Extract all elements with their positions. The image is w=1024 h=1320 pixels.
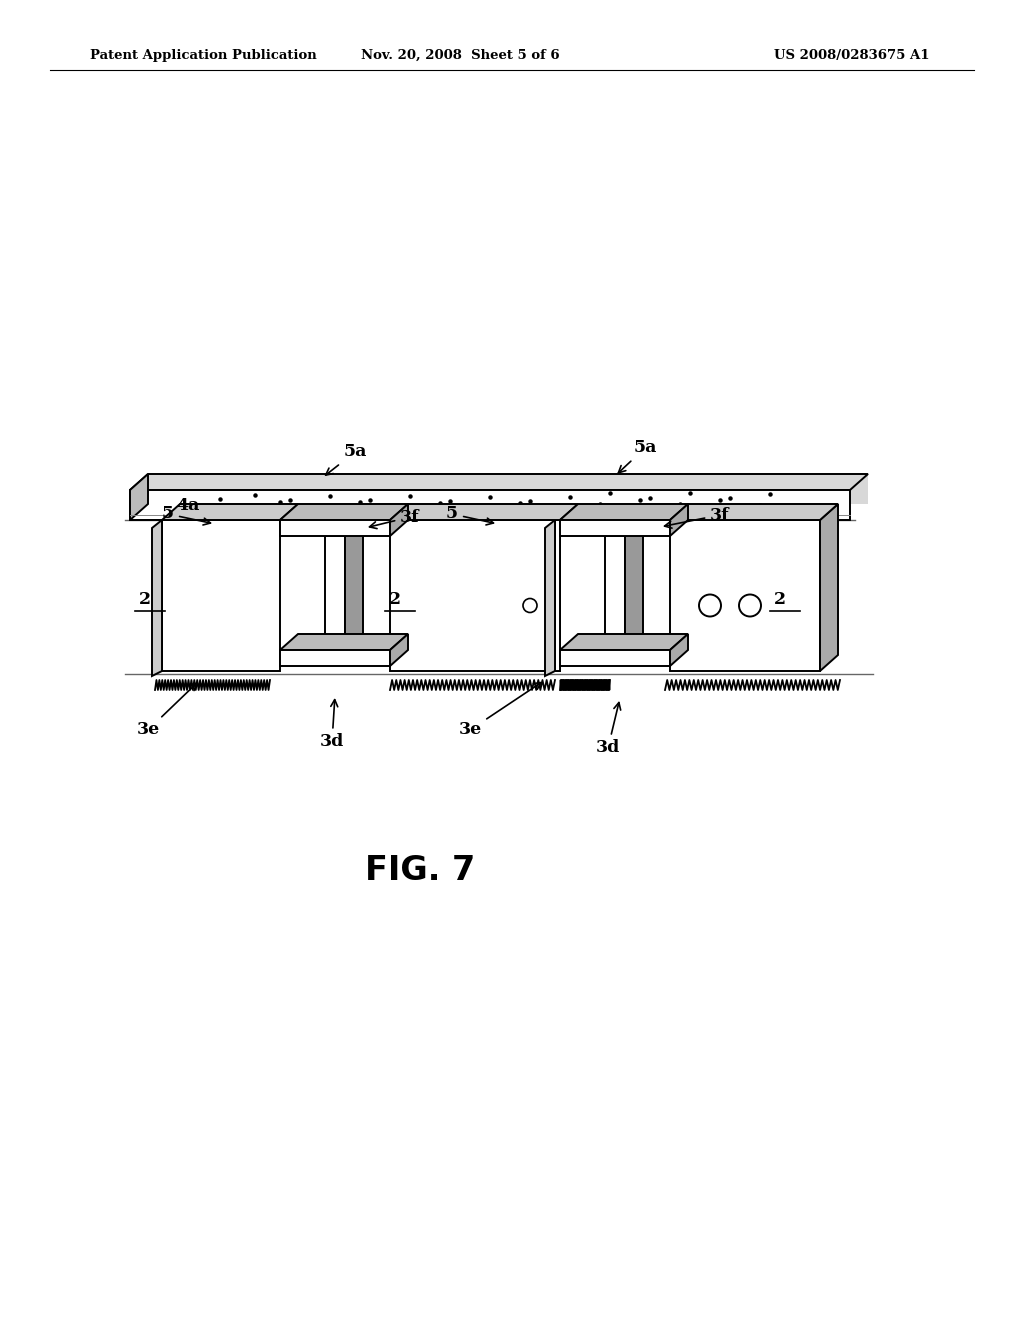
Text: FIG. 7: FIG. 7: [365, 854, 475, 887]
Polygon shape: [345, 520, 362, 649]
Polygon shape: [560, 649, 670, 667]
Polygon shape: [162, 520, 280, 671]
Polygon shape: [280, 520, 390, 536]
Text: 3d: 3d: [596, 702, 621, 756]
Circle shape: [523, 598, 537, 612]
Polygon shape: [130, 474, 868, 490]
Polygon shape: [280, 504, 408, 520]
Text: US 2008/0283675 A1: US 2008/0283675 A1: [774, 49, 930, 62]
Text: Nov. 20, 2008  Sheet 5 of 6: Nov. 20, 2008 Sheet 5 of 6: [360, 49, 559, 62]
Text: 5a: 5a: [618, 440, 656, 473]
Polygon shape: [390, 504, 578, 520]
Text: 3e: 3e: [136, 684, 197, 738]
Polygon shape: [390, 520, 560, 671]
Polygon shape: [280, 634, 408, 649]
Polygon shape: [605, 536, 625, 649]
Text: 2: 2: [139, 591, 151, 609]
Polygon shape: [545, 520, 555, 676]
Polygon shape: [560, 634, 688, 649]
Text: 3d: 3d: [319, 700, 344, 751]
Text: 5a: 5a: [326, 444, 367, 475]
Polygon shape: [162, 504, 298, 520]
Polygon shape: [670, 504, 688, 536]
Polygon shape: [670, 504, 838, 520]
Polygon shape: [280, 649, 390, 667]
Text: 3e: 3e: [459, 682, 541, 738]
Polygon shape: [555, 520, 560, 671]
Polygon shape: [670, 520, 820, 671]
Text: 2: 2: [389, 591, 401, 609]
Text: 5: 5: [162, 506, 211, 525]
Polygon shape: [148, 474, 868, 504]
Polygon shape: [560, 504, 688, 520]
Circle shape: [739, 594, 761, 616]
Text: 3f: 3f: [665, 507, 730, 528]
Polygon shape: [820, 504, 838, 671]
Text: 5: 5: [445, 506, 494, 525]
Polygon shape: [130, 490, 850, 520]
Polygon shape: [625, 520, 643, 649]
Polygon shape: [390, 504, 408, 536]
Polygon shape: [325, 536, 345, 649]
Text: Patent Application Publication: Patent Application Publication: [90, 49, 316, 62]
Text: 3f: 3f: [370, 508, 420, 528]
Circle shape: [699, 594, 721, 616]
Text: 2: 2: [774, 591, 786, 609]
Polygon shape: [152, 520, 162, 676]
Polygon shape: [130, 474, 148, 520]
Polygon shape: [390, 634, 408, 667]
Polygon shape: [560, 520, 670, 536]
Polygon shape: [670, 634, 688, 667]
Text: 4a: 4a: [176, 496, 200, 513]
